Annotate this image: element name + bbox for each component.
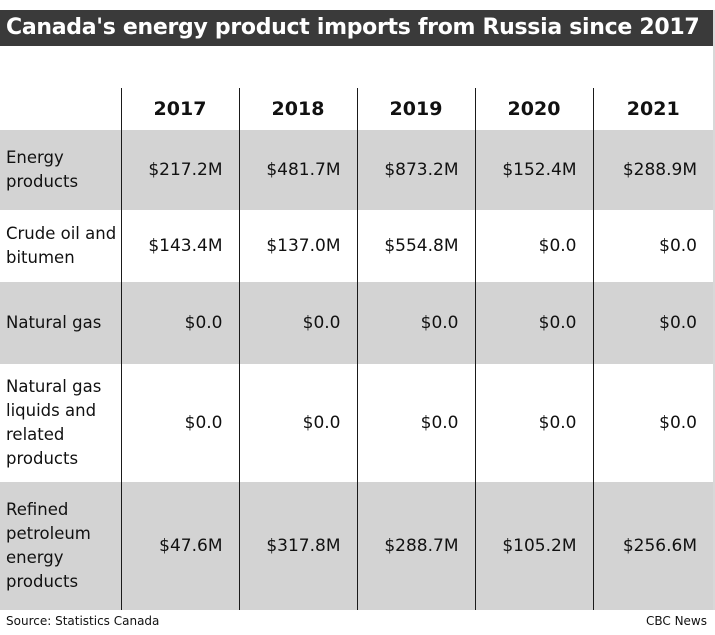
table-cell: $0.0 (474, 210, 593, 282)
table-cell: $0.0 (356, 282, 475, 364)
table-cell: $554.8M (356, 210, 475, 282)
table-cell: $317.8M (238, 482, 357, 610)
table-cell: $152.4M (474, 130, 593, 210)
table-cell: $0.0 (238, 364, 357, 482)
imports-table: 2017 2018 2019 2020 2021 Energy products… (0, 88, 713, 610)
table-row: Natural gas liquids and related products… (0, 364, 713, 482)
table-cell: $0.0 (592, 282, 713, 364)
table-cell: $137.0M (238, 210, 357, 282)
column-header: 2021 (592, 88, 713, 130)
table-cell: $0.0 (120, 282, 239, 364)
table-cell: $0.0 (474, 364, 593, 482)
credit-note: CBC News (645, 614, 707, 628)
table-cell: $217.2M (120, 130, 239, 210)
column-header: 2018 (238, 88, 357, 130)
row-label: Crude oil and bitumen (0, 210, 121, 282)
table-row: Crude oil and bitumen $143.4M $137.0M $5… (0, 210, 713, 282)
table-row: Natural gas $0.0 $0.0 $0.0 $0.0 $0.0 (0, 282, 713, 364)
table-cell: $288.7M (356, 482, 475, 610)
header-row: 2017 2018 2019 2020 2021 (0, 88, 713, 130)
table-row: Energy products $217.2M $481.7M $873.2M … (0, 130, 713, 210)
row-label: Refined petroleum energy products (0, 482, 121, 610)
column-header: 2020 (474, 88, 593, 130)
table-cell: $873.2M (356, 130, 475, 210)
table-cell: $481.7M (238, 130, 357, 210)
source-note: Source: Statistics Canada (6, 614, 160, 628)
row-label: Energy products (0, 130, 121, 210)
row-label: Natural gas liquids and related products (0, 364, 121, 482)
table-cell: $288.9M (592, 130, 713, 210)
table-cell: $0.0 (238, 282, 357, 364)
right-border (713, 10, 715, 610)
column-header: 2017 (120, 88, 239, 130)
table-cell: $0.0 (474, 282, 593, 364)
table-cell: $0.0 (592, 364, 713, 482)
table-cell: $143.4M (120, 210, 239, 282)
table-row: Refined petroleum energy products $47.6M… (0, 482, 713, 610)
row-label: Natural gas (0, 282, 121, 364)
table-cell: $0.0 (120, 364, 239, 482)
column-header: 2019 (356, 88, 475, 130)
table-cell: $0.0 (592, 210, 713, 282)
table-cell: $256.6M (592, 482, 713, 610)
table-cell: $47.6M (120, 482, 239, 610)
chart-title: Canada's energy product imports from Rus… (0, 10, 713, 46)
table-cell: $0.0 (356, 364, 475, 482)
table-cell: $105.2M (474, 482, 593, 610)
header-corner (0, 88, 121, 130)
